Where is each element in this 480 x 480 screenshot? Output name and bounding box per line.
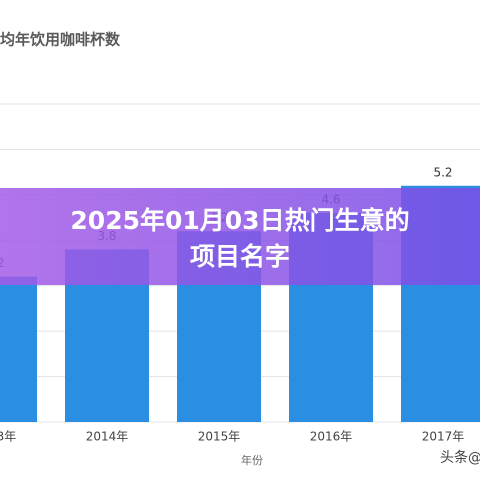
x-tick-label: 2014年 xyxy=(86,430,129,444)
data-label: 5.2 xyxy=(433,165,452,179)
x-tick-label: 2017年 xyxy=(422,430,465,444)
bar xyxy=(0,276,37,422)
x-tick-label: 2016年 xyxy=(310,430,353,444)
banner-line: 项目名字 xyxy=(190,242,290,271)
banner-line: 2025年01月03日热门生意的 xyxy=(70,206,409,235)
x-axis-label: 年份 xyxy=(241,453,263,467)
x-tick-label: 2015年 xyxy=(198,430,241,444)
chart-title: 均年饮用咖啡杯数 xyxy=(0,31,121,49)
watermark: 头条@ xyxy=(440,449,480,466)
x-tick-label: 2013年 xyxy=(0,430,16,444)
banner xyxy=(0,188,480,285)
